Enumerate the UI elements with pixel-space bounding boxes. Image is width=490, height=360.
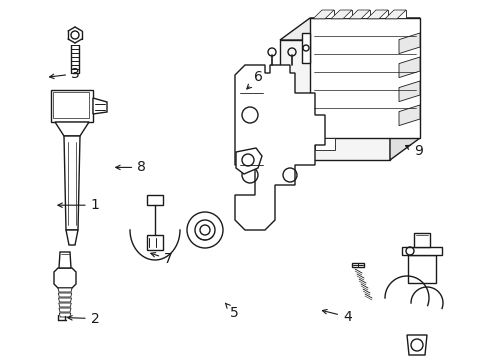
- Polygon shape: [59, 303, 71, 307]
- Polygon shape: [331, 10, 352, 19]
- Text: 8: 8: [116, 161, 146, 174]
- Polygon shape: [399, 81, 420, 102]
- Polygon shape: [55, 122, 89, 136]
- Polygon shape: [236, 148, 262, 174]
- Polygon shape: [280, 40, 390, 160]
- Polygon shape: [367, 10, 388, 19]
- Polygon shape: [235, 65, 325, 230]
- Polygon shape: [385, 10, 406, 19]
- Text: 2: 2: [68, 312, 99, 325]
- Text: 3: 3: [49, 67, 80, 81]
- Polygon shape: [66, 230, 78, 245]
- Polygon shape: [147, 195, 163, 205]
- Polygon shape: [302, 33, 310, 63]
- Text: 6: 6: [247, 71, 263, 89]
- Text: 5: 5: [225, 303, 239, 320]
- Polygon shape: [399, 57, 420, 78]
- Polygon shape: [352, 263, 364, 267]
- Polygon shape: [315, 138, 335, 150]
- Polygon shape: [414, 233, 430, 247]
- Text: 4: 4: [322, 310, 352, 324]
- Polygon shape: [280, 18, 420, 40]
- Polygon shape: [390, 18, 420, 160]
- Polygon shape: [59, 308, 71, 312]
- Polygon shape: [394, 10, 406, 18]
- Polygon shape: [59, 252, 71, 268]
- Text: 7: 7: [151, 252, 173, 266]
- Polygon shape: [358, 10, 370, 18]
- Polygon shape: [376, 10, 388, 18]
- Polygon shape: [310, 18, 420, 138]
- Polygon shape: [64, 136, 80, 230]
- Text: 9: 9: [406, 144, 423, 158]
- Polygon shape: [58, 288, 72, 292]
- Text: 1: 1: [58, 198, 99, 212]
- Polygon shape: [399, 33, 420, 54]
- Polygon shape: [58, 293, 72, 297]
- Circle shape: [195, 220, 215, 240]
- Polygon shape: [349, 10, 370, 19]
- Polygon shape: [340, 10, 352, 18]
- Polygon shape: [93, 98, 107, 114]
- Polygon shape: [51, 90, 93, 122]
- Polygon shape: [302, 98, 310, 123]
- Polygon shape: [58, 298, 72, 302]
- Polygon shape: [322, 10, 334, 18]
- Polygon shape: [408, 255, 436, 283]
- Polygon shape: [59, 313, 71, 317]
- Polygon shape: [399, 105, 420, 126]
- Polygon shape: [147, 235, 163, 250]
- Polygon shape: [313, 10, 334, 19]
- Polygon shape: [407, 335, 427, 355]
- Polygon shape: [402, 247, 442, 255]
- Polygon shape: [54, 268, 76, 288]
- Circle shape: [187, 212, 223, 248]
